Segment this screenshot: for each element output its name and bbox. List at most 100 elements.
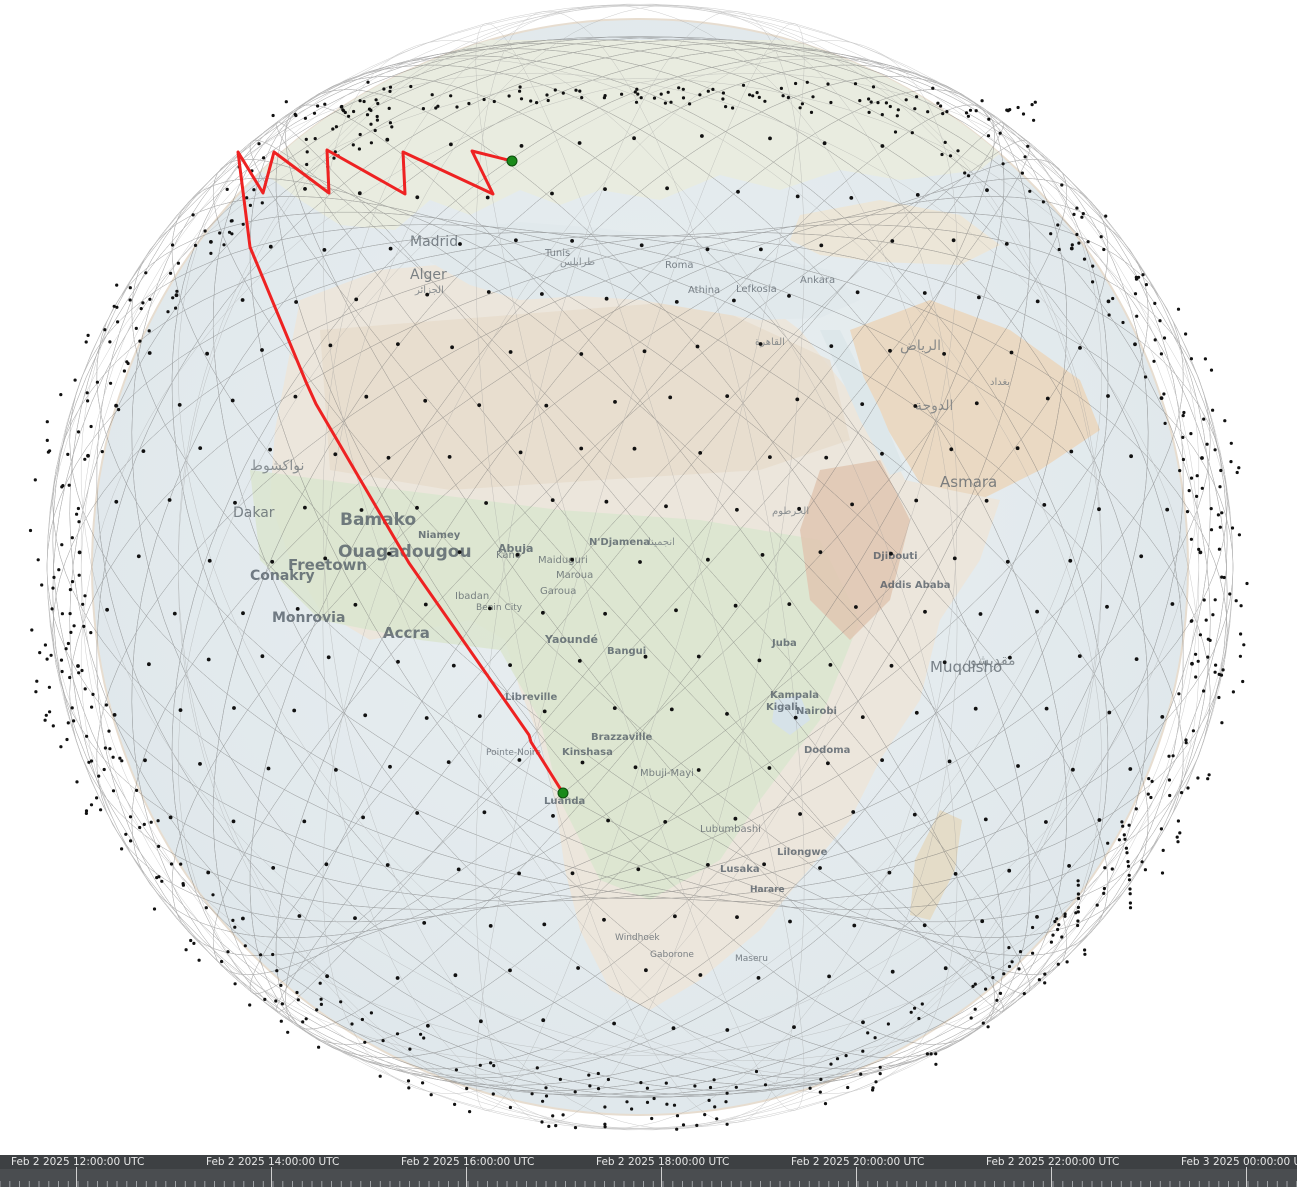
satellite[interactable] — [1032, 118, 1036, 122]
satellite[interactable] — [725, 394, 730, 398]
satellite[interactable] — [361, 815, 365, 820]
satellite[interactable] — [1125, 851, 1129, 855]
satellite[interactable] — [809, 110, 814, 114]
satellite[interactable] — [492, 99, 496, 104]
satellite[interactable] — [1220, 511, 1224, 515]
satellite[interactable] — [100, 450, 104, 454]
satellite[interactable] — [721, 91, 726, 95]
satellite[interactable] — [226, 950, 230, 954]
satellite[interactable] — [160, 879, 164, 883]
satellite[interactable] — [303, 505, 307, 510]
satellite[interactable] — [1194, 652, 1198, 656]
satellite[interactable] — [922, 923, 927, 928]
satellite[interactable] — [408, 1047, 412, 1051]
satellite[interactable] — [68, 675, 72, 680]
satellite[interactable] — [671, 1026, 676, 1031]
satellite[interactable] — [68, 612, 72, 616]
satellite[interactable] — [252, 188, 256, 192]
satellite[interactable] — [220, 959, 224, 964]
satellite[interactable] — [97, 774, 101, 778]
satellite[interactable] — [304, 137, 308, 141]
satellite[interactable] — [488, 606, 492, 611]
satellite[interactable] — [1037, 978, 1041, 982]
satellite[interactable] — [1020, 171, 1024, 175]
satellite[interactable] — [1214, 663, 1218, 667]
satellite[interactable] — [573, 1126, 578, 1130]
satellite[interactable] — [735, 507, 739, 512]
satellite[interactable] — [73, 378, 77, 382]
satellite[interactable] — [147, 351, 152, 355]
satellite[interactable] — [138, 339, 142, 343]
satellite[interactable] — [70, 536, 74, 540]
satellite[interactable] — [260, 348, 264, 352]
satellite[interactable] — [696, 768, 701, 772]
satellite[interactable] — [477, 403, 482, 407]
satellite[interactable] — [781, 94, 785, 98]
satellite[interactable] — [943, 966, 948, 971]
satellite[interactable] — [111, 789, 116, 793]
satellite[interactable] — [545, 93, 549, 97]
satellite[interactable] — [233, 982, 237, 986]
satellite[interactable] — [518, 85, 522, 89]
satellite[interactable] — [1035, 609, 1039, 614]
satellite[interactable] — [1111, 296, 1115, 301]
satellite[interactable] — [1238, 654, 1242, 658]
satellite[interactable] — [1163, 421, 1167, 425]
satellite[interactable] — [612, 706, 617, 710]
satellite[interactable] — [174, 306, 178, 310]
satellite[interactable] — [1153, 338, 1157, 342]
satellite[interactable] — [378, 1074, 382, 1078]
satellite[interactable] — [206, 870, 211, 875]
satellite[interactable] — [829, 100, 833, 105]
satellite[interactable] — [295, 990, 299, 995]
satellite[interactable] — [333, 452, 338, 457]
satellite[interactable] — [266, 766, 271, 771]
satellite[interactable] — [1185, 510, 1190, 514]
satellite[interactable] — [956, 149, 960, 153]
satellite[interactable] — [316, 104, 320, 108]
satellite[interactable] — [748, 93, 752, 97]
satellite[interactable] — [887, 870, 892, 875]
satellite[interactable] — [642, 349, 647, 354]
satellite[interactable] — [89, 759, 94, 763]
satellite[interactable] — [1222, 575, 1226, 580]
satellite[interactable] — [233, 500, 237, 505]
satellite[interactable] — [38, 651, 42, 655]
satellite[interactable] — [211, 893, 215, 897]
satellite[interactable] — [639, 1081, 643, 1085]
satellite[interactable] — [869, 100, 873, 104]
satellite[interactable] — [274, 999, 278, 1003]
satellite[interactable] — [135, 788, 139, 793]
satellite[interactable] — [984, 987, 988, 991]
satellite[interactable] — [388, 246, 393, 251]
satellite[interactable] — [374, 98, 378, 102]
satellite[interactable] — [51, 586, 55, 590]
satellite[interactable] — [422, 1036, 426, 1040]
satellite[interactable] — [59, 745, 63, 749]
satellite[interactable] — [1021, 112, 1026, 116]
satellite[interactable] — [72, 719, 76, 723]
satellite[interactable] — [155, 876, 159, 880]
satellite[interactable] — [293, 394, 298, 399]
satellite[interactable] — [931, 86, 935, 90]
satellite[interactable] — [83, 457, 87, 461]
satellite[interactable] — [124, 832, 128, 836]
satellite[interactable] — [319, 997, 323, 1001]
satellite[interactable] — [458, 242, 462, 246]
satellite[interactable] — [665, 1102, 669, 1106]
satellite[interactable] — [941, 112, 945, 116]
satellite[interactable] — [479, 1019, 483, 1024]
satellite[interactable] — [983, 817, 988, 822]
satellite[interactable] — [1005, 559, 1010, 564]
satellite[interactable] — [66, 721, 70, 725]
satellite[interactable] — [30, 628, 34, 632]
satellite[interactable] — [603, 611, 607, 616]
satellite[interactable] — [948, 154, 953, 158]
satellite[interactable] — [603, 1122, 607, 1126]
satellite[interactable] — [517, 758, 522, 762]
satellite[interactable] — [296, 998, 300, 1002]
satellite[interactable] — [606, 1077, 611, 1082]
satellite[interactable] — [172, 611, 177, 616]
satellite[interactable] — [1078, 346, 1082, 350]
satellite[interactable] — [1004, 242, 1009, 246]
